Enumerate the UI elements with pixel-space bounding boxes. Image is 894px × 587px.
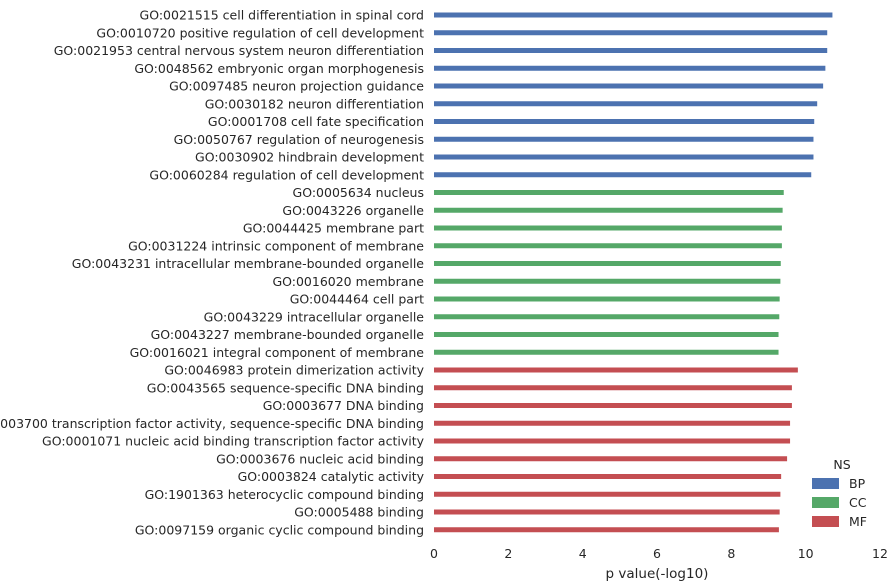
category-label: GO:0060284 regulation of cell developmen…	[149, 167, 424, 182]
legend-label-cc: CC	[849, 495, 867, 510]
legend: NS BP CC MF	[812, 457, 867, 529]
bar-bp	[434, 119, 815, 124]
category-label: GO:0048562 embryonic organ morphogenesis	[134, 61, 424, 76]
legend-swatch-bp	[812, 478, 839, 489]
category-label: GO:0021515 cell differentiation in spina…	[140, 8, 424, 23]
bar-mf	[434, 456, 788, 462]
legend-title: NS	[833, 457, 850, 472]
x-axis-ticks: 0 2 4 6 8 10 12	[430, 546, 888, 561]
category-label: GO:0043565 sequence-specific DNA binding	[147, 380, 424, 395]
legend-entries: BP CC MF	[812, 476, 867, 529]
bar-bp	[434, 101, 818, 107]
bar-bp	[434, 48, 828, 53]
bar-mf	[434, 474, 782, 479]
bar-bp	[434, 65, 826, 71]
legend-label-mf: MF	[849, 514, 867, 529]
category-label: GO:0005488 binding	[294, 505, 424, 520]
x-tick-label: 0	[430, 546, 438, 561]
category-label: GO:0097159 organic cyclic compound bindi…	[135, 522, 424, 537]
bar-cc	[434, 332, 779, 337]
category-label: GO:0003676 nucleic acid binding	[216, 451, 424, 466]
x-tick-label: 2	[504, 546, 512, 561]
bar-bp	[434, 136, 814, 142]
legend-label-bp: BP	[849, 476, 866, 491]
bar-mf	[434, 527, 779, 533]
category-label: GO:0043226 organelle	[282, 203, 424, 218]
bar-cc	[434, 225, 782, 231]
bar-mf	[434, 385, 792, 391]
category-label: GO:0003700 transcription factor activity…	[0, 416, 424, 431]
category-label: GO:0043231 intracellular membrane-bounde…	[72, 256, 425, 271]
category-label: GO:0003824 catalytic activity	[238, 469, 425, 484]
bar-mf	[434, 367, 798, 373]
x-tick-label: 10	[798, 546, 814, 561]
bar-cc	[434, 261, 781, 266]
bar-cc	[434, 207, 783, 213]
bar-bp	[434, 30, 828, 36]
category-label: GO:0016021 integral component of membran…	[130, 345, 425, 360]
category-label: GO:0003677 DNA binding	[263, 398, 424, 413]
category-label: GO:1901363 heterocyclic compound binding	[145, 487, 424, 502]
bars-layer	[434, 12, 833, 533]
category-label: GO:0044425 membrane part	[243, 221, 424, 236]
category-label: GO:0043227 membrane-bounded organelle	[151, 327, 425, 342]
legend-swatch-mf	[812, 516, 839, 527]
x-tick-label: 6	[653, 546, 661, 561]
bar-mf	[434, 420, 791, 426]
bar-cc	[434, 278, 781, 284]
category-label: GO:0097485 neuron projection guidance	[169, 79, 424, 94]
category-label: GO:0031224 intrinsic component of membra…	[128, 238, 424, 253]
bar-bp	[434, 154, 814, 160]
category-label: GO:0016020 membrane	[272, 274, 424, 289]
category-label: GO:0046983 protein dimerization activity	[164, 363, 424, 378]
bar-cc	[434, 190, 784, 195]
x-tick-label: 8	[727, 546, 735, 561]
bar-mf	[434, 509, 780, 515]
category-label: GO:0010720 positive regulation of cell d…	[96, 25, 424, 40]
category-label: GO:0044464 cell part	[290, 292, 424, 307]
x-tick-label: 4	[579, 546, 587, 561]
bar-cc	[434, 314, 780, 320]
bar-bp	[434, 12, 833, 18]
bar-mf	[434, 491, 781, 497]
category-label: GO:0030182 neuron differentiation	[205, 96, 424, 111]
category-label: GO:0050767 regulation of neurogenesis	[174, 132, 424, 147]
bar-cc	[434, 349, 779, 355]
bar-mf	[434, 438, 791, 444]
x-axis-title: p value(-log10)	[606, 566, 709, 582]
bar-bp	[434, 83, 824, 89]
category-label: GO:0021953 central nervous system neuron…	[54, 43, 424, 58]
category-label: GO:0043229 intracellular organelle	[204, 309, 425, 324]
category-label: GO:0001071 nucleic acid binding transcri…	[42, 434, 425, 449]
bar-bp	[434, 172, 812, 178]
category-label: GO:0001708 cell fate specification	[208, 114, 424, 129]
x-tick-label: 12	[872, 546, 888, 561]
category-labels: GO:0021515 cell differentiation in spina…	[0, 8, 425, 538]
bar-cc	[434, 243, 782, 249]
bar-cc	[434, 296, 780, 302]
bar-mf	[434, 403, 792, 408]
legend-swatch-cc	[812, 497, 839, 508]
category-label: GO:0030902 hindbrain development	[195, 150, 424, 165]
category-label: GO:0005634 nucleus	[293, 185, 424, 200]
